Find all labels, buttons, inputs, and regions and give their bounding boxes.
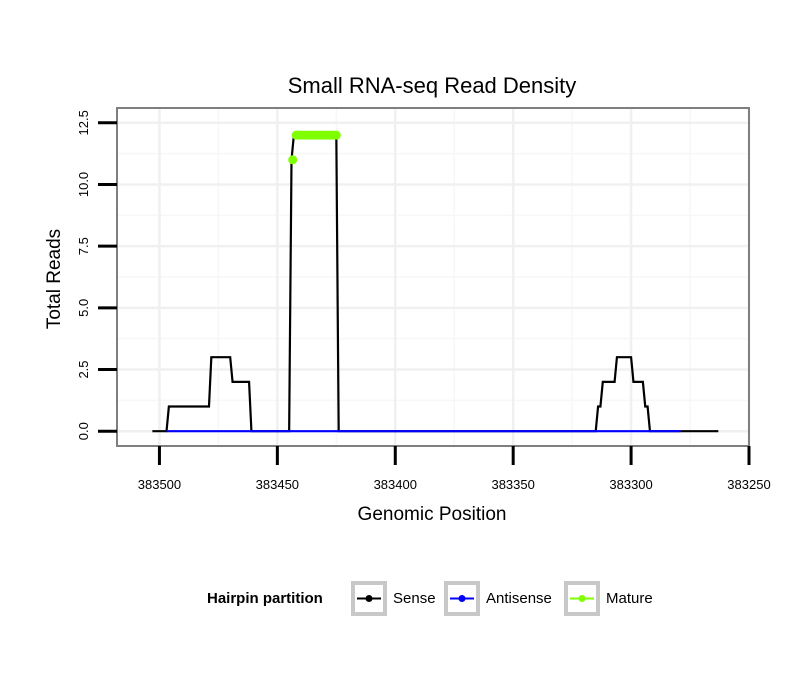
y-axis-title: Total Reads bbox=[44, 229, 65, 329]
x-tick-label: 383300 bbox=[609, 477, 652, 492]
legend-key-point bbox=[458, 595, 466, 602]
x-axis-title: Genomic Position bbox=[358, 504, 507, 525]
legend-label: Mature bbox=[606, 590, 653, 607]
y-tick-label: 0.0 bbox=[76, 422, 91, 440]
y-tick-label: 5.0 bbox=[76, 299, 91, 317]
y-tick-label: 10.0 bbox=[76, 172, 91, 197]
y-tick-label: 12.5 bbox=[76, 110, 91, 135]
mature-point bbox=[331, 130, 341, 140]
x-tick-label: 383450 bbox=[256, 477, 299, 492]
panel-border bbox=[116, 107, 750, 447]
y-tick-label: 2.5 bbox=[76, 360, 91, 378]
legend-item-sense: Sense bbox=[351, 581, 436, 616]
mature-point bbox=[288, 155, 298, 165]
legend-key-point bbox=[578, 595, 586, 602]
legend-key-point bbox=[365, 595, 373, 602]
x-tick-label: 383400 bbox=[374, 477, 417, 492]
legend: Hairpin partition Sense Antisense Mature bbox=[207, 581, 653, 616]
legend-item-antisense: Antisense bbox=[444, 581, 552, 616]
series-line-sense bbox=[152, 134, 719, 433]
x-tick-label: 383250 bbox=[727, 477, 770, 492]
legend-title: Hairpin partition bbox=[207, 590, 323, 607]
x-tick-label: 383500 bbox=[138, 477, 181, 492]
legend-label: Antisense bbox=[486, 590, 552, 607]
x-tick-label: 383350 bbox=[491, 477, 534, 492]
y-tick-label: 7.5 bbox=[76, 237, 91, 255]
legend-label: Sense bbox=[393, 590, 436, 607]
plot-panel: 0.0 2.5 5.0 7.5 10.0 12.5 383500 383450 383400 38… bbox=[76, 107, 771, 492]
chart-title: Small RNA-seq Read Density bbox=[288, 73, 577, 98]
legend-item-mature: Mature bbox=[564, 581, 653, 616]
